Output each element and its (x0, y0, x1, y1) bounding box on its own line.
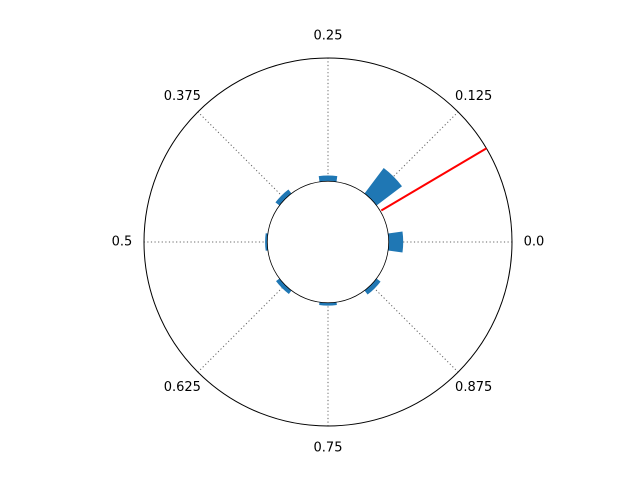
angle-tick-label-6: 0.75 (314, 441, 343, 456)
angle-tick-label-1: 0.125 (455, 89, 492, 104)
grid-line-3 (197, 111, 286, 200)
angular-grid (144, 58, 512, 426)
bar-7 (364, 278, 381, 295)
inner-circle (266, 180, 390, 304)
reference-line-group (380, 147, 487, 212)
grid-line-5 (197, 284, 286, 373)
angle-tick-label-7: 0.875 (455, 380, 492, 395)
outer-circle (143, 57, 513, 427)
angle-tick-label-3: 0.375 (164, 89, 201, 104)
angle-tick-label-5: 0.625 (164, 380, 201, 395)
bar-6 (319, 302, 337, 306)
bar-5 (276, 278, 292, 294)
bar-0 (388, 231, 404, 253)
angle-tick-label-2: 0.25 (314, 29, 343, 44)
bar-1 (364, 168, 402, 206)
bar-2 (318, 175, 338, 182)
bars (265, 168, 404, 306)
angle-tick-labels: 0.0 0.125 0.25 0.375 0.5 0.625 0.75 0.875 (112, 29, 545, 456)
grid-line-1 (370, 111, 459, 200)
reference-line (380, 147, 487, 212)
bar-3 (275, 189, 292, 206)
angle-tick-label-4: 0.5 (112, 235, 133, 250)
angle-tick-label-0: 0.0 (524, 235, 545, 250)
grid-line-7 (370, 284, 459, 373)
